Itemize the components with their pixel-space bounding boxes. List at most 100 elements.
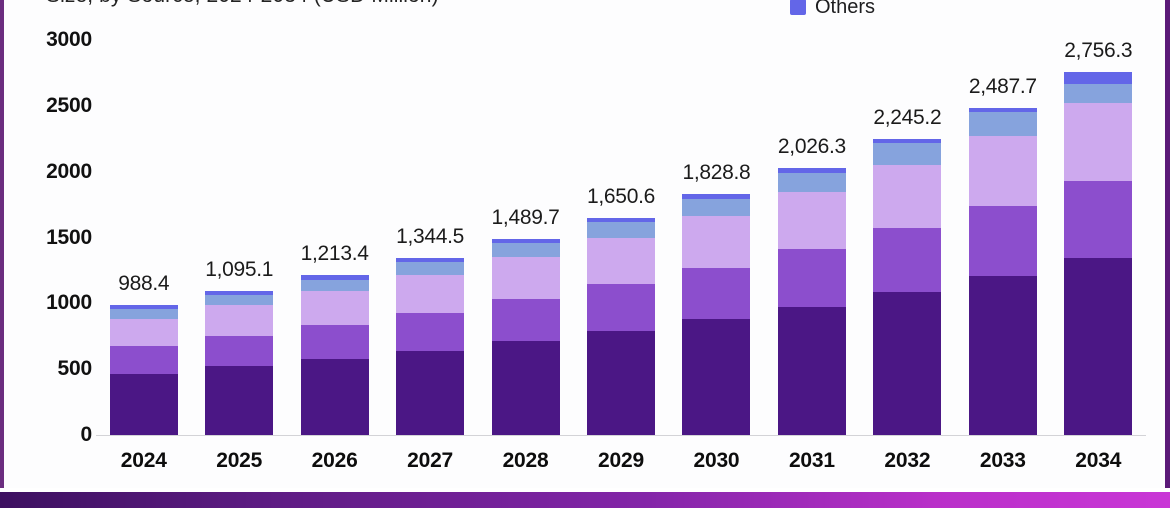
bar-group[interactable]: 1,213.4 2026: [300, 242, 369, 472]
bar-group[interactable]: 988.4 2024: [109, 272, 178, 472]
bar-segment[interactable]: [777, 306, 846, 435]
bar-segment[interactable]: [205, 305, 274, 336]
bar-segment[interactable]: [682, 194, 751, 199]
legend-item-others[interactable]: Others: [790, 0, 875, 19]
bar-segment[interactable]: [968, 107, 1037, 112]
bar-segment[interactable]: [587, 217, 655, 222]
bar-segment[interactable]: [205, 366, 274, 435]
y-axis-tick-label: 1500: [46, 225, 92, 249]
bar-segment[interactable]: [396, 258, 465, 263]
bar-segment[interactable]: [109, 373, 178, 435]
bar-segment[interactable]: [109, 318, 178, 347]
bar-stack[interactable]: 1,095.1 2025: [205, 258, 274, 472]
bar-segment[interactable]: [205, 335, 274, 367]
bar-segment[interactable]: [109, 309, 178, 319]
bar-group[interactable]: 2,245.2 2032: [873, 106, 942, 472]
x-axis-tick-label: 2028: [502, 449, 549, 472]
bar-segment[interactable]: [300, 359, 369, 435]
x-axis-tick-label: 2032: [884, 449, 931, 472]
y-axis-tick-label: 2500: [46, 93, 92, 117]
bar-segment[interactable]: [873, 139, 942, 144]
bars-container: 988.4 2024 1,095.1 2025 1,213.4 2026 1,344.5 20…: [96, 0, 1146, 494]
bar-stack[interactable]: 1,650.6 2029: [587, 185, 655, 472]
bar-group[interactable]: 1,489.7 2028: [491, 206, 560, 472]
bar-group[interactable]: 1,095.1 2025: [205, 258, 274, 472]
bar-segment[interactable]: [587, 222, 655, 238]
bar-segment[interactable]: [682, 216, 751, 268]
bar-segment[interactable]: [777, 172, 846, 193]
bar-stack[interactable]: 1,344.5 2027: [396, 225, 465, 472]
bar-total-label: 1,344.5: [396, 225, 465, 249]
bar-segment[interactable]: [491, 340, 560, 435]
legend-row: Others: [790, 0, 1160, 20]
bar-segment[interactable]: [491, 238, 560, 243]
bar-segment[interactable]: [682, 267, 751, 320]
footer-gap: [0, 488, 1170, 492]
bar-segment[interactable]: [968, 111, 1037, 136]
bar-stack[interactable]: 2,487.7 2033: [968, 75, 1037, 472]
bar-group[interactable]: 1,650.6 2029: [587, 185, 655, 472]
bar-segment[interactable]: [587, 330, 655, 435]
bar-segment[interactable]: [491, 257, 560, 299]
bar-group[interactable]: 1,344.5 2027: [396, 225, 465, 472]
bar-total-label: 1,650.6: [587, 184, 655, 208]
bar-segment[interactable]: [205, 295, 274, 306]
bar-segment[interactable]: [873, 291, 942, 435]
bar-segment[interactable]: [300, 275, 369, 280]
bar-segment[interactable]: [396, 350, 465, 435]
bar-stack[interactable]: 1,489.7 2028: [491, 206, 560, 472]
bar-stack[interactable]: 2,026.3 2031: [777, 135, 846, 472]
bar-group[interactable]: 2,487.7 2033: [968, 75, 1037, 472]
bar-stack[interactable]: 2,245.2 2032: [873, 106, 942, 472]
bar-group[interactable]: 2,756.3 2034: [1064, 39, 1133, 472]
bar-segment[interactable]: [1064, 102, 1133, 181]
bar-group[interactable]: 1,828.8 2030: [682, 161, 751, 472]
bar-segment[interactable]: [873, 228, 942, 292]
bar-segment[interactable]: [300, 291, 369, 326]
x-axis-tick-label: 2031: [788, 449, 835, 472]
bar-stack[interactable]: 2,756.3 2034: [1064, 39, 1133, 472]
bar-stack[interactable]: 988.4 2024: [109, 272, 178, 472]
bar-segment[interactable]: [968, 276, 1037, 435]
x-axis-tick-label: 2030: [693, 449, 740, 472]
bar-segment[interactable]: [109, 304, 178, 310]
bar-segment[interactable]: [873, 143, 942, 165]
bar-total-label: 988.4: [118, 271, 170, 295]
bar-segment[interactable]: [968, 205, 1037, 277]
bar-total-label: 1,489.7: [491, 205, 560, 229]
bar-segment[interactable]: [873, 164, 942, 229]
bar-segment[interactable]: [587, 237, 655, 285]
right-border-accent: [1165, 0, 1170, 494]
bar-segment[interactable]: [300, 279, 369, 292]
bar-segment[interactable]: [300, 325, 369, 360]
bar-segment[interactable]: [1064, 84, 1133, 103]
bar-segment[interactable]: [1064, 72, 1133, 84]
bar-total-label: 1,095.1: [205, 257, 274, 281]
bar-segment[interactable]: [968, 135, 1037, 206]
x-axis-tick-label: 2024: [120, 449, 167, 472]
chart-legend: Others: [790, 0, 1160, 20]
bar-stack[interactable]: 1,213.4 2026: [300, 242, 369, 472]
bar-segment[interactable]: [491, 298, 560, 341]
bar-segment[interactable]: [1064, 180, 1133, 259]
bar-segment[interactable]: [396, 275, 465, 313]
bar-segment[interactable]: [587, 284, 655, 331]
bar-total-label: 1,828.8: [682, 161, 751, 185]
bar-segment[interactable]: [109, 346, 178, 374]
bar-segment[interactable]: [682, 198, 751, 217]
bar-total-label: 1,213.4: [300, 242, 369, 266]
plot-area: 0 500 1000 1500 2000 2500 3000 988.4 2024 1,095.…: [46, 0, 1146, 494]
bar-group[interactable]: 2,026.3 2031: [777, 135, 846, 472]
bar-segment[interactable]: [1064, 258, 1133, 435]
bar-stack[interactable]: 1,828.8 2030: [682, 161, 751, 472]
bar-segment[interactable]: [777, 192, 846, 250]
x-axis-tick-label: 2027: [407, 449, 454, 472]
bar-segment[interactable]: [682, 319, 751, 435]
bar-total-label: 2,026.3: [777, 135, 846, 159]
bar-segment[interactable]: [491, 242, 560, 258]
bar-segment[interactable]: [205, 290, 274, 296]
bar-segment[interactable]: [777, 168, 846, 173]
bar-segment[interactable]: [396, 312, 465, 351]
bar-segment[interactable]: [777, 249, 846, 307]
bar-segment[interactable]: [396, 262, 465, 276]
